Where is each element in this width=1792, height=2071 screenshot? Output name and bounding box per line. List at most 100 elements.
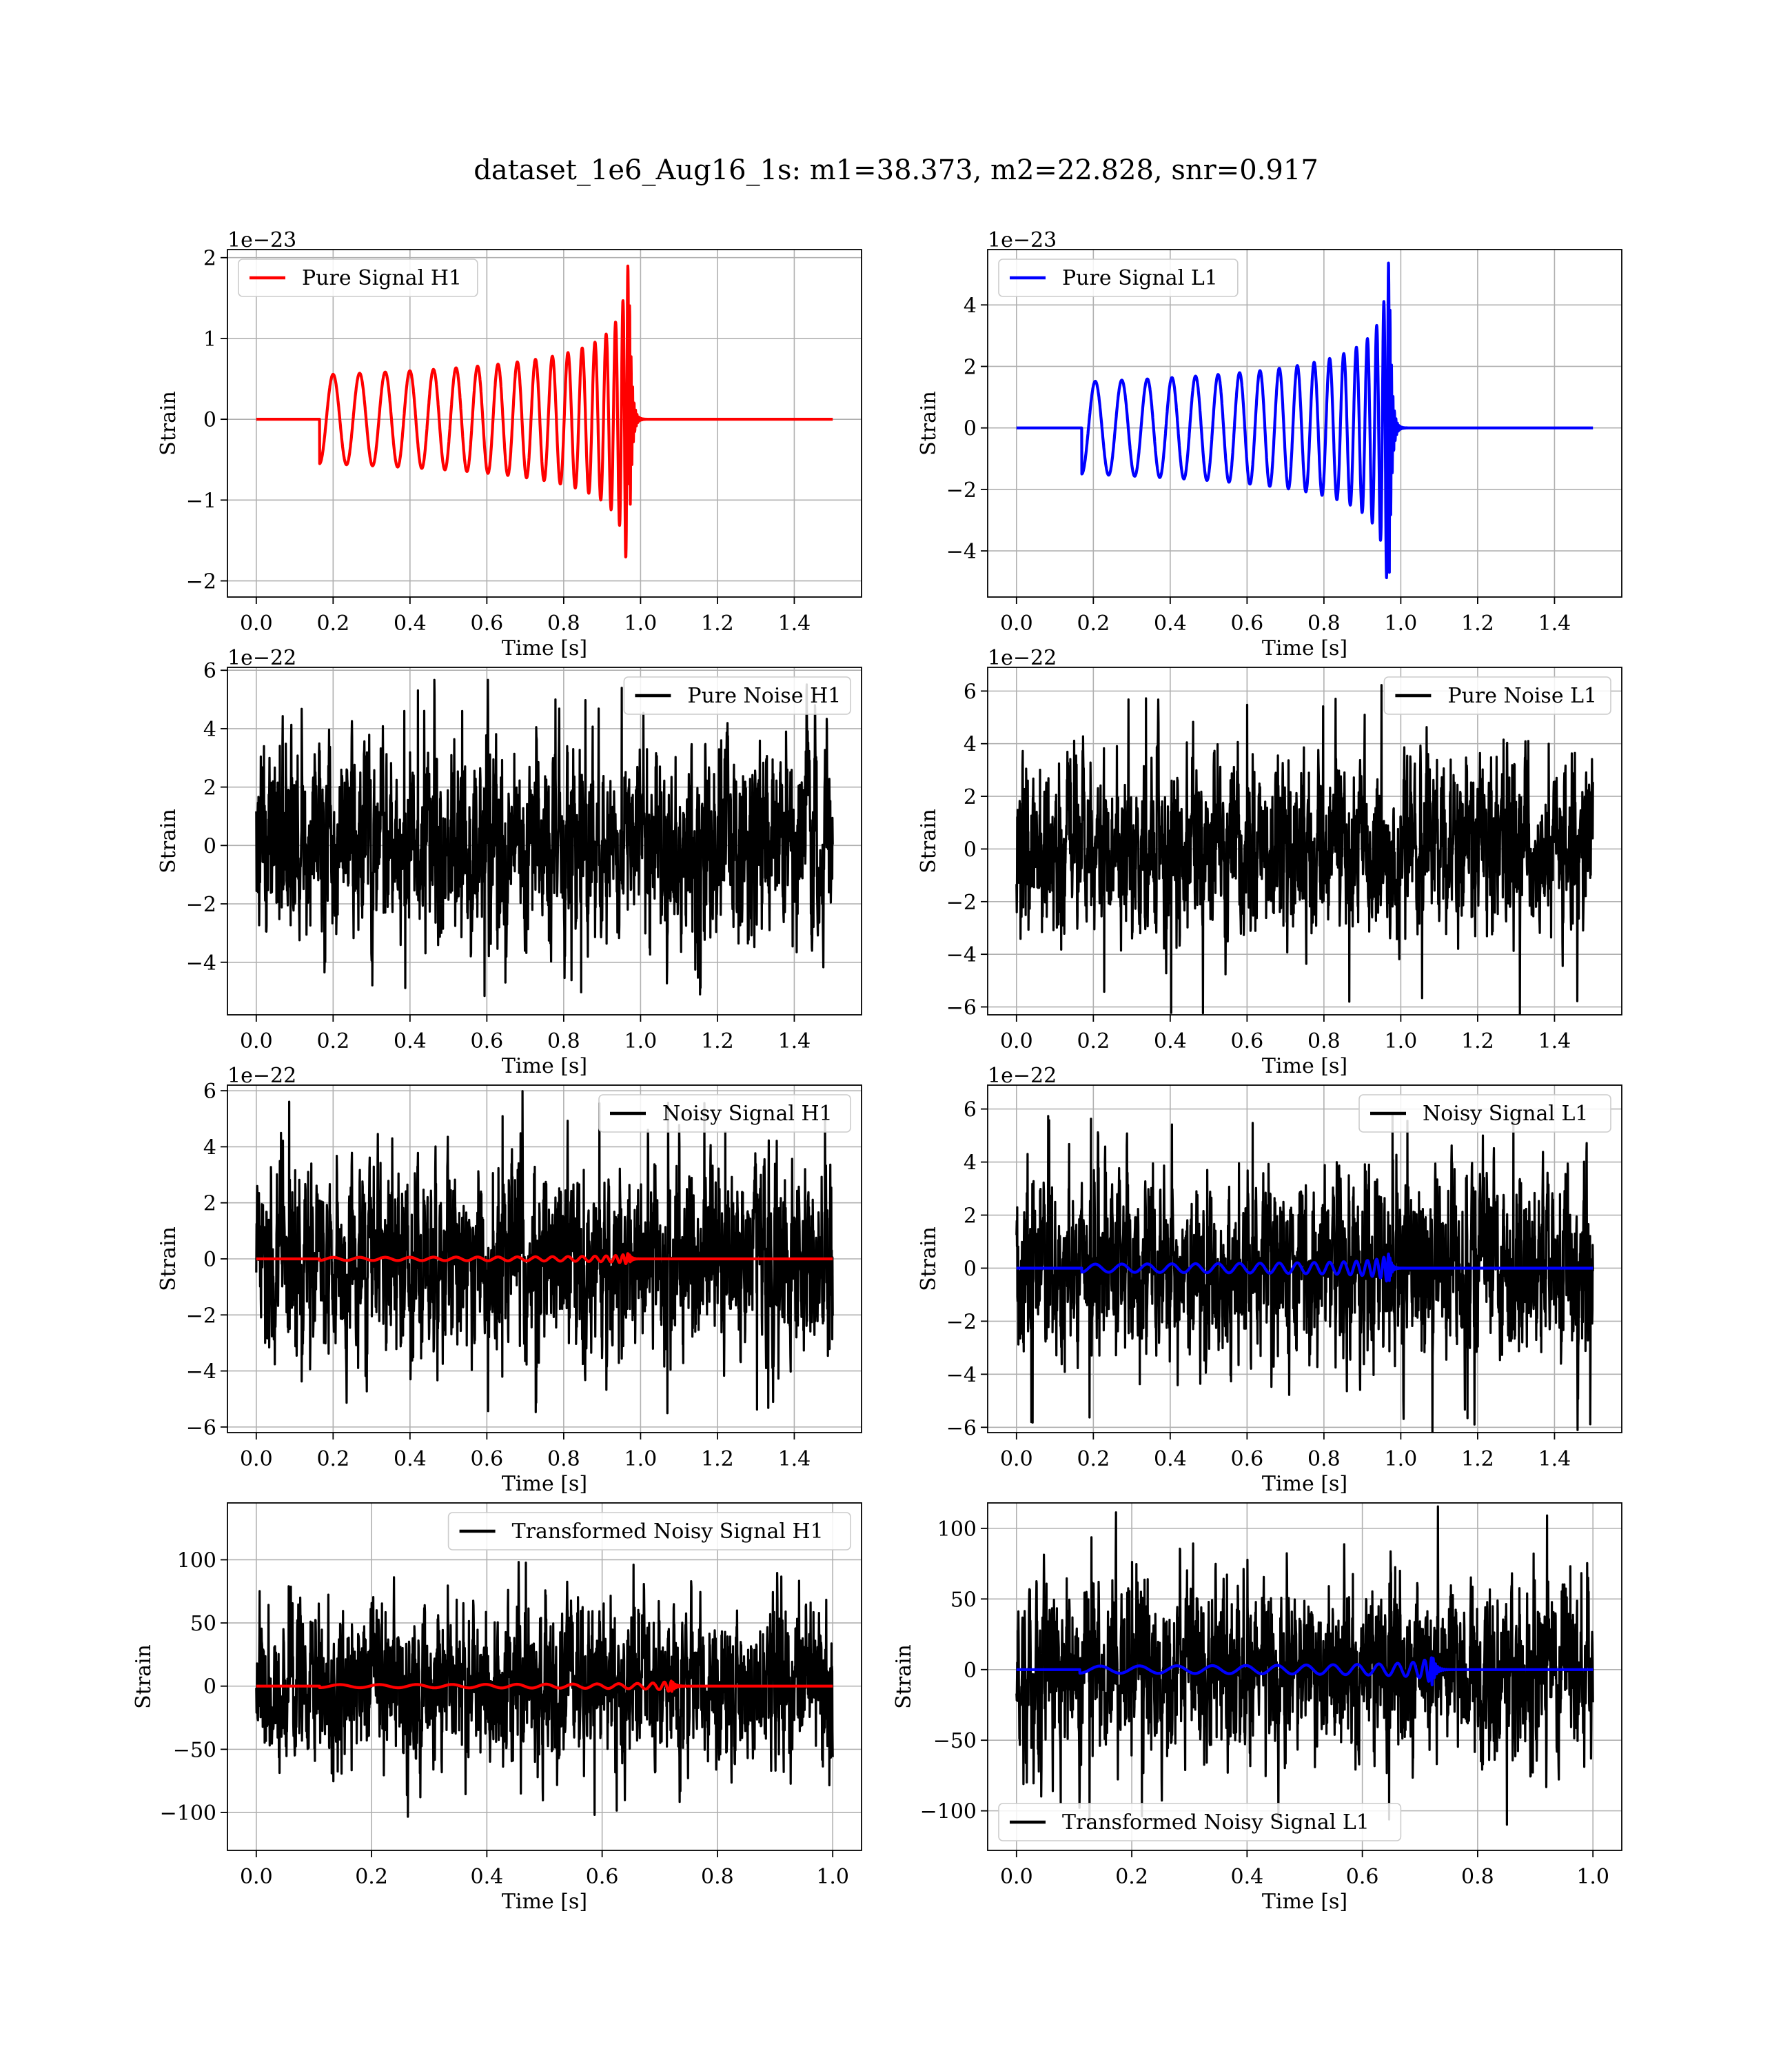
legend-label: Pure Signal L1 (1062, 266, 1218, 290)
legend: Pure Signal H1 (238, 259, 478, 297)
figure-title: dataset_1e6_Aug16_1s: m1=38.373, m2=22.8… (474, 154, 1318, 186)
y-tick-label: 0 (203, 834, 216, 858)
y-tick-label: 4 (964, 294, 977, 318)
axis-offset-text: 1e−22 (227, 1064, 296, 1088)
y-tick-label: 4 (203, 718, 216, 742)
series-line-pure-signal-l1 (1015, 261, 1594, 580)
series-line-noisy-signal-l1 (1015, 1113, 1594, 1433)
y-tick-label: −6 (946, 996, 977, 1020)
y-tick-label: −50 (933, 1729, 977, 1753)
legend: Transformed Noisy Signal L1 (998, 1803, 1402, 1841)
y-tick-label: 2 (203, 1192, 216, 1216)
x-tick-label: 0.2 (316, 1029, 349, 1053)
legend: Transformed Noisy Signal H1 (447, 1512, 851, 1550)
x-tick-label: 0.4 (394, 1447, 427, 1471)
x-tick-label: 0.2 (1115, 1865, 1148, 1889)
y-axis-label: Strain (132, 1644, 156, 1709)
legend: Pure Signal L1 (998, 259, 1239, 297)
x-tick-label: 0.8 (547, 612, 580, 636)
x-tick-label: 0.2 (355, 1865, 388, 1889)
x-tick-label: 0.6 (1231, 1447, 1264, 1471)
x-tick-label: 1.0 (816, 1865, 849, 1889)
y-tick-label: 4 (203, 1135, 216, 1160)
x-tick-label: 1.4 (778, 1447, 811, 1471)
x-tick-label: 1.4 (1538, 1447, 1571, 1471)
x-tick-label: 0.2 (1077, 612, 1110, 636)
x-tick-label: 0.4 (1231, 1865, 1264, 1889)
legend: Pure Noise L1 (1383, 676, 1611, 715)
x-tick-label: 0.6 (471, 1447, 504, 1471)
y-tick-label: 2 (964, 355, 977, 379)
legend: Noisy Signal H1 (598, 1094, 851, 1133)
x-tick-label: 0.8 (547, 1447, 580, 1471)
y-tick-label: −4 (946, 540, 977, 564)
x-tick-label: 0.8 (701, 1865, 734, 1889)
x-tick-label: 1.4 (778, 1029, 811, 1053)
y-tick-label: 2 (203, 247, 216, 271)
legend: Noisy Signal L1 (1358, 1094, 1611, 1133)
x-tick-label: 0.6 (586, 1865, 619, 1889)
x-tick-label: 0.0 (240, 1447, 273, 1471)
x-axis-label: Time [s] (1262, 1054, 1347, 1078)
x-tick-label: 0.8 (1307, 1029, 1341, 1053)
legend-label: Noisy Signal H1 (662, 1102, 833, 1126)
y-axis-label: Strain (156, 391, 181, 456)
x-tick-label: 0.6 (471, 1029, 504, 1053)
y-tick-label: −50 (173, 1738, 216, 1762)
x-tick-label: 0.4 (1154, 1029, 1187, 1053)
chart-transformed-noisy-signal-l1: 0.0 0.2 0.4 0.6 0.8 1.0 −100 −50 0 50 100 Time [s] S… (892, 1502, 1622, 1914)
x-tick-label: 1.2 (1461, 1447, 1494, 1471)
chart-pure-signal-l1: 0.0 0.2 0.4 0.6 0.8 1.0 1.2 1.4 −4 −2 0 2 4 Time [s] S… (917, 228, 1622, 660)
axis-offset-text: 1e−22 (227, 646, 296, 670)
x-axis-label: Time [s] (1262, 1890, 1347, 1914)
y-tick-label: 2 (964, 785, 977, 809)
series-line-noisy-signal-h1 (255, 1090, 834, 1415)
legend-label: Pure Signal H1 (302, 266, 462, 290)
x-tick-label: 1.0 (1385, 1029, 1418, 1053)
series-line-pure-noise-l1 (1015, 684, 1594, 1015)
axes-frame (987, 249, 1622, 598)
axes-frame (987, 1502, 1622, 1851)
x-tick-label: 0.0 (1000, 1447, 1033, 1471)
y-axis-label: Strain (917, 391, 941, 456)
y-tick-label: 0 (964, 1659, 977, 1683)
x-tick-label: 0.6 (1231, 612, 1264, 636)
x-tick-label: 1.4 (1538, 1029, 1571, 1053)
axes-frame (227, 667, 862, 1016)
axes-frame (987, 1084, 1622, 1433)
legend-label: Pure Noise L1 (1447, 684, 1597, 708)
y-tick-label: 6 (964, 680, 977, 704)
x-axis-label: Time [s] (502, 1890, 587, 1914)
y-tick-label: −2 (186, 893, 216, 917)
y-tick-label: −4 (946, 1363, 977, 1387)
x-tick-label: 1.2 (701, 1447, 734, 1471)
legend-label: Transformed Noisy Signal H1 (512, 1519, 824, 1544)
legend-box (1358, 1094, 1611, 1133)
y-tick-label: 0 (203, 1675, 216, 1699)
y-tick-label: 6 (203, 1080, 216, 1104)
x-tick-label: 0.6 (1346, 1865, 1379, 1889)
x-tick-label: 1.0 (1576, 1865, 1609, 1889)
x-axis-label: Time [s] (1262, 1472, 1347, 1496)
y-tick-label: −6 (946, 1416, 977, 1440)
y-tick-label: 6 (203, 659, 216, 683)
x-tick-label: 0.8 (1307, 612, 1341, 636)
x-tick-label: 0.2 (316, 612, 349, 636)
legend-label: Noisy Signal L1 (1423, 1102, 1588, 1126)
x-tick-label: 1.4 (778, 612, 811, 636)
x-tick-label: 0.8 (547, 1029, 580, 1053)
y-tick-label: −2 (946, 1310, 977, 1334)
y-tick-label: 0 (203, 1248, 216, 1272)
x-tick-label: 0.0 (1000, 1029, 1033, 1053)
chart-transformed-noisy-signal-h1: 0.0 0.2 0.4 0.6 0.8 1.0 −100 −50 0 50 100 Time [s] S… (132, 1502, 862, 1914)
y-axis-label: Strain (156, 1226, 181, 1291)
x-axis-label: Time [s] (502, 636, 587, 660)
y-tick-label: 1 (203, 327, 216, 352)
axes-frame (227, 249, 862, 598)
y-tick-label: −2 (946, 478, 977, 503)
x-tick-label: 1.2 (701, 612, 734, 636)
x-tick-label: 0.0 (1000, 1865, 1033, 1889)
y-tick-label: −2 (186, 570, 216, 594)
